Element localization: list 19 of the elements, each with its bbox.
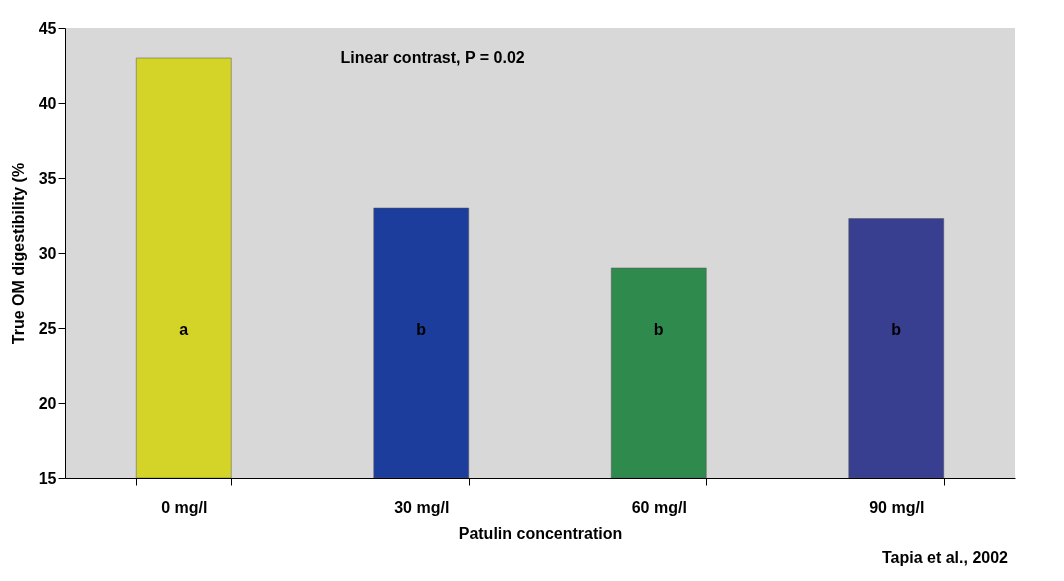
y-tick-label: 20 xyxy=(38,394,57,412)
annotation: b xyxy=(891,320,902,338)
y-tick-label: 30 xyxy=(38,244,57,262)
y-axis-title: True OM digestibility (% xyxy=(9,162,27,345)
x-axis-title: Patulin concentration xyxy=(458,524,623,542)
x-tick-label: 30 mg/l xyxy=(394,498,450,516)
annotation: Linear contrast, P = 0.02 xyxy=(340,49,525,66)
y-tick-label: 45 xyxy=(38,19,57,37)
y-tick-label: 25 xyxy=(38,319,57,337)
annotation: a xyxy=(179,320,189,338)
annotation: b xyxy=(416,320,427,338)
y-tick-label: 15 xyxy=(38,469,57,487)
x-tick-label: 90 mg/l xyxy=(869,498,925,516)
x-tick-label: 0 mg/l xyxy=(161,498,208,516)
y-tick-label: 35 xyxy=(38,169,57,187)
text: Tapia et al., 2002 xyxy=(882,549,1009,566)
y-tick-label: 40 xyxy=(38,94,57,112)
x-tick-label: 60 mg/l xyxy=(631,498,687,516)
annotation: b xyxy=(653,320,664,338)
